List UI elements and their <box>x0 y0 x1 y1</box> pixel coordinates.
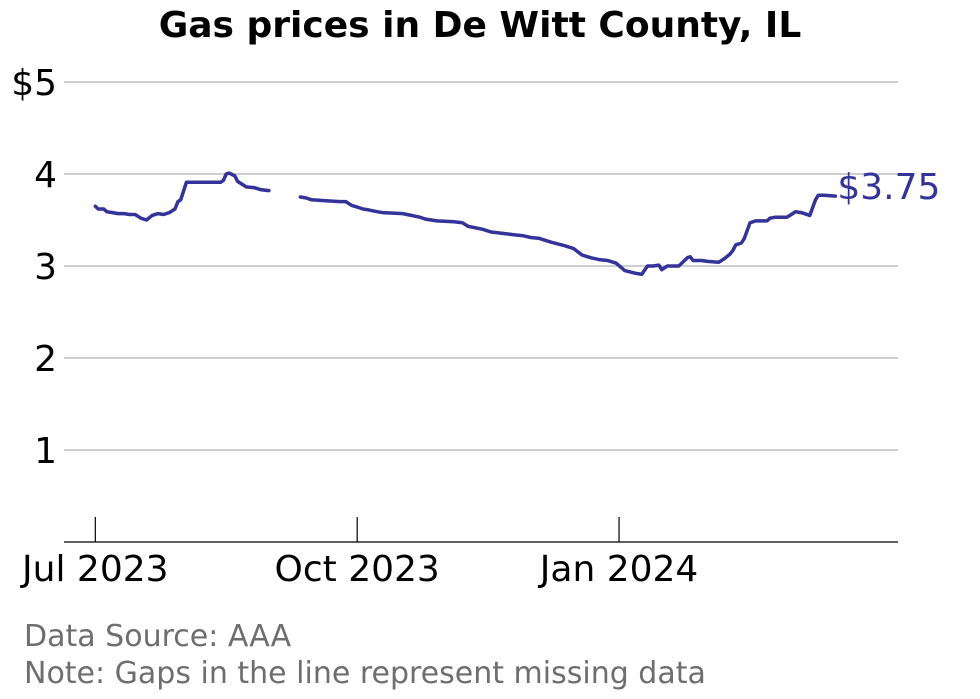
series-line <box>93 171 838 277</box>
series-segment-2 <box>298 193 838 277</box>
gridlines <box>64 81 898 451</box>
x-axis-ticks: Jul 2023 Oct 2023 Jan 2024 <box>20 517 698 590</box>
y-tick-label: 1 <box>34 431 57 472</box>
data-source-note: Data Source: AAA <box>24 619 292 654</box>
y-axis-ticks: $5 4 3 2 1 <box>11 63 57 472</box>
series-segment-1 <box>93 171 271 222</box>
y-tick-label: 4 <box>34 155 57 196</box>
y-tick-label: $5 <box>11 63 57 104</box>
missing-data-note: Note: Gaps in the line represent missing… <box>24 656 706 691</box>
x-tick-label: Jan 2024 <box>538 549 699 590</box>
x-tick-label: Jul 2023 <box>20 549 169 590</box>
chart-title: Gas prices in De Witt County, IL <box>159 5 802 46</box>
x-tick-label: Oct 2023 <box>275 549 440 590</box>
y-tick-label: 2 <box>34 339 57 380</box>
y-tick-label: 3 <box>34 247 57 288</box>
last-value-label: $3.75 <box>837 167 940 208</box>
